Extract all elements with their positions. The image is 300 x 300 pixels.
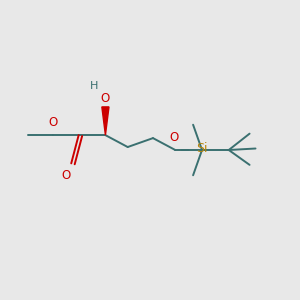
Text: H: H: [90, 81, 98, 91]
Text: O: O: [101, 92, 110, 104]
Text: Si: Si: [196, 142, 208, 155]
Text: O: O: [49, 116, 58, 129]
Text: O: O: [61, 169, 70, 182]
Polygon shape: [102, 107, 109, 135]
Text: O: O: [169, 131, 178, 144]
